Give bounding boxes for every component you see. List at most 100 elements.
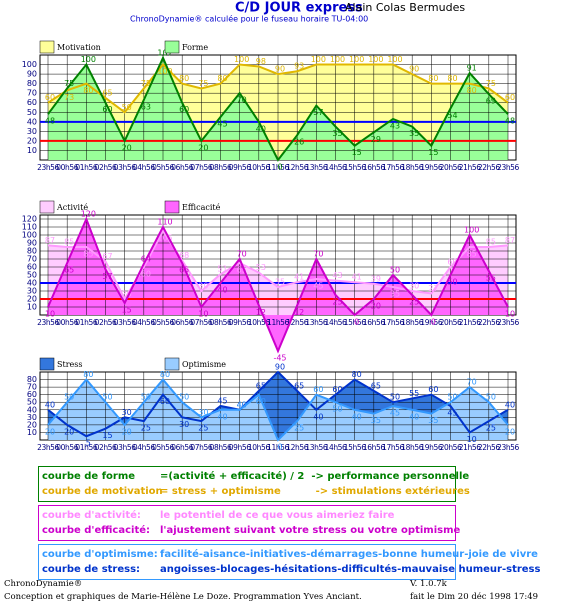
y-tick-label: 20 (27, 295, 37, 304)
data-label: 10 (505, 310, 515, 319)
y-tick-label: 50 (27, 271, 37, 280)
data-label: 12 (294, 308, 304, 317)
x-tick-label: 23h56 (497, 443, 519, 452)
data-label: 20 (122, 143, 132, 152)
x-tick-label: 09h56 (229, 443, 251, 452)
data-label: 57 (313, 108, 323, 117)
data-label: 100 (234, 55, 249, 64)
series-line (47, 370, 509, 438)
curve-description: facilité-aisance-initiatives-démarrages-… (160, 549, 538, 560)
data-label: 65 (102, 88, 112, 97)
data-label: 25 (141, 424, 151, 433)
x-tick-label: 14h56 (325, 443, 347, 452)
x-tick-label: 06h56 (171, 443, 193, 452)
y-tick-label: 100 (22, 231, 37, 240)
legend-swatch (164, 40, 180, 54)
legend-label: Optimisme (182, 360, 226, 369)
data-label: 50 (102, 393, 112, 402)
data-label: 75 (141, 79, 151, 88)
data-label: 75 (64, 79, 74, 88)
data-label: 27 (428, 284, 438, 293)
x-tick-label: 02h56 (95, 318, 117, 327)
curve-description: angoisses-blocages-hésitations-difficult… (160, 564, 541, 575)
x-tick-label: 21h56 (459, 318, 481, 327)
data-label: 41 (352, 273, 362, 282)
y-tick-label: 80 (27, 375, 37, 384)
data-label: 40 (313, 412, 323, 421)
data-label: 80 (428, 74, 438, 83)
x-tick-label: 23h56 (497, 163, 519, 172)
explanation-line: courbe d'optimisme: facilité-aisance-init… (42, 547, 538, 562)
data-label: 15 (428, 148, 438, 157)
x-tick-label: 07h56 (190, 163, 212, 172)
data-label: 90 (275, 65, 285, 74)
y-tick-label: 10 (27, 303, 37, 312)
y-tick-label: 120 (22, 215, 37, 224)
data-label: 25 (409, 298, 419, 307)
data-label: 30 (198, 282, 208, 291)
data-label: 100 (311, 55, 326, 64)
data-label: 60 (45, 93, 55, 102)
x-tick-label: 03h56 (114, 163, 136, 172)
x-tick-label: 23h56 (497, 318, 519, 327)
data-label: 15 (352, 148, 362, 157)
data-label: 20 (371, 302, 381, 311)
explanation-box: courbe d'activité: le potentiel de ce que… (38, 505, 460, 541)
data-label: 10 (198, 310, 208, 319)
y-tick-label: 70 (27, 255, 37, 264)
data-label: 30 (122, 408, 132, 417)
x-tick-label: 12h56 (286, 443, 308, 452)
legend-label: Stress (57, 360, 82, 369)
data-label: 40 (256, 124, 266, 133)
data-label: 80 (83, 86, 93, 95)
x-tick-label: 13h56 (305, 163, 327, 172)
data-label: 48 (505, 117, 515, 126)
x-tick-label: 19h56 (420, 163, 442, 172)
data-label: 45 (390, 409, 400, 418)
data-label: 87 (45, 236, 55, 245)
data-label: 30 (179, 420, 189, 429)
x-tick-label: 03h56 (114, 318, 136, 327)
data-label: 48 (45, 117, 55, 126)
x-tick-label: 17h56 (382, 318, 404, 327)
data-label: 65 (371, 381, 381, 390)
data-label: 45 (313, 282, 323, 291)
charts: C/D JOUR express Alain Colas Bermudes Ch… (22, 1, 520, 453)
curve-name: courbe d'activité: (42, 510, 141, 521)
x-tick-label: 09h56 (229, 318, 251, 327)
x-tick-label: 22h56 (478, 443, 500, 452)
x-tick-label: 10h56 (248, 443, 270, 452)
data-label: 20 (505, 427, 515, 436)
data-label: 60 (141, 270, 151, 279)
data-label: 0 (277, 443, 282, 452)
x-tick-label: 13h56 (305, 318, 327, 327)
x-tick-label: 22h56 (478, 318, 500, 327)
x-tick-label: 20h56 (440, 443, 462, 452)
x-tick-label: 01h56 (75, 318, 97, 327)
y-tick-label: 30 (27, 287, 37, 296)
data-label: 67 (102, 252, 112, 261)
data-label: 105 (157, 234, 172, 243)
data-label: 75 (486, 79, 496, 88)
page-title: C/D JOUR express (235, 1, 363, 16)
curve-name: courbe d'efficacité: (42, 525, 151, 536)
explanation-box: courbe de forme =(activité + efficacité) … (38, 466, 470, 502)
x-tick-label: 15h56 (344, 443, 366, 452)
data-label: 85 (83, 250, 93, 259)
x-tick-label: 09h56 (229, 163, 251, 172)
footer-credits: Conception et graphiques de Marie-Hélène… (4, 592, 362, 602)
x-tick-label: 10h56 (248, 318, 270, 327)
data-label: 15 (102, 431, 112, 440)
x-tick-label: 11h56 (267, 318, 289, 327)
x-tick-label: 15h56 (344, 163, 366, 172)
data-label: 40 (237, 400, 247, 409)
x-tick-label: 23h56 (37, 318, 59, 327)
data-label: 40 (409, 412, 419, 421)
data-label: 63 (141, 102, 151, 111)
data-label: 100 (368, 55, 383, 64)
data-label: 65 (256, 381, 266, 390)
curve-description: le potentiel de ce que vous aimeriez fai… (160, 510, 395, 521)
data-label: 70 (237, 96, 247, 105)
data-label: 50 (332, 405, 342, 414)
data-label: 30 (198, 408, 208, 417)
